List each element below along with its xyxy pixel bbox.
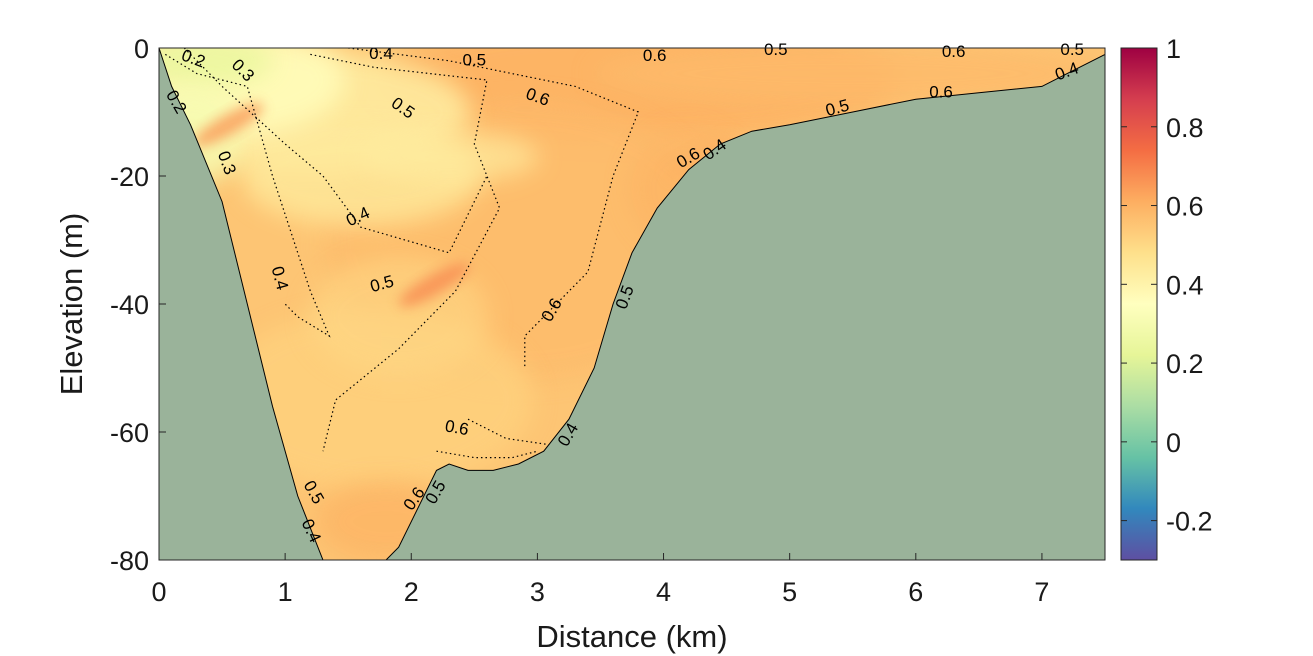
y-tick-label-1: -20	[110, 162, 149, 192]
x-tick-label-0: 0	[151, 577, 166, 607]
field-hotspot-1	[193, 103, 264, 147]
contour-label-4: 0.4	[369, 44, 393, 63]
contour-label-16: 0.6	[929, 82, 953, 101]
contour-label-11: 0.6	[643, 46, 667, 65]
y-axis-label: Elevation (m)	[54, 213, 89, 396]
colorbar-tick-label-3: 0.4	[1166, 270, 1204, 300]
contour-0.5-5	[436, 450, 538, 459]
colorbar-tick-label-6: -0.2	[1166, 507, 1213, 537]
y-tick-label-0: 0	[134, 34, 149, 64]
y-tick-label-4: -80	[110, 546, 149, 576]
field-shade-1	[592, 48, 1105, 104]
colorbar-tick-label-4: 0.2	[1166, 349, 1204, 379]
colorbar-tick-label-2: 0.6	[1166, 192, 1204, 222]
x-tick-label-6: 6	[908, 577, 923, 607]
x-tick-label-5: 5	[782, 577, 797, 607]
plot-area	[159, 48, 1105, 560]
contour-0.3-1	[164, 53, 331, 338]
x-tick-label-7: 7	[1034, 577, 1049, 607]
contour-label-22: 0.6	[444, 416, 471, 439]
colorbar-tick-label-1: 0.8	[1166, 113, 1204, 143]
contour-0.6-3	[348, 48, 640, 368]
contour-label-9: 0.5	[463, 50, 487, 69]
contour-0.6-4	[467, 418, 551, 446]
x-tick-label-4: 4	[656, 577, 671, 607]
x-tick-label-3: 3	[530, 577, 545, 607]
x-tick-label-2: 2	[404, 577, 419, 607]
x-axis-label: Distance (km)	[536, 619, 727, 654]
contour-label-12: 0.5	[764, 40, 788, 59]
colorbar-tick-label-5: 0	[1166, 428, 1181, 458]
bathymetry-line	[159, 48, 1105, 560]
colorbar: 1 0.8 0.6 0.4 0.2 0 -0.2	[1120, 34, 1213, 561]
colorbar-tick-label-0: 1	[1166, 34, 1181, 64]
colorbar-gradient	[1120, 47, 1158, 561]
axes: 0 1 2 3 4 5 6 7 0 -20 -40 -60 -80	[110, 34, 1106, 607]
y-tick-label-3: -60	[110, 418, 149, 448]
contour-lines	[164, 48, 640, 459]
x-tick-label-1: 1	[278, 577, 293, 607]
contour-label-13: 0.6	[942, 42, 966, 61]
field-hotspot-0	[398, 263, 469, 307]
field-shade-9	[359, 131, 540, 182]
y-tick-label-2: -40	[110, 290, 149, 320]
contour-label-14: 0.5	[1060, 40, 1084, 59]
